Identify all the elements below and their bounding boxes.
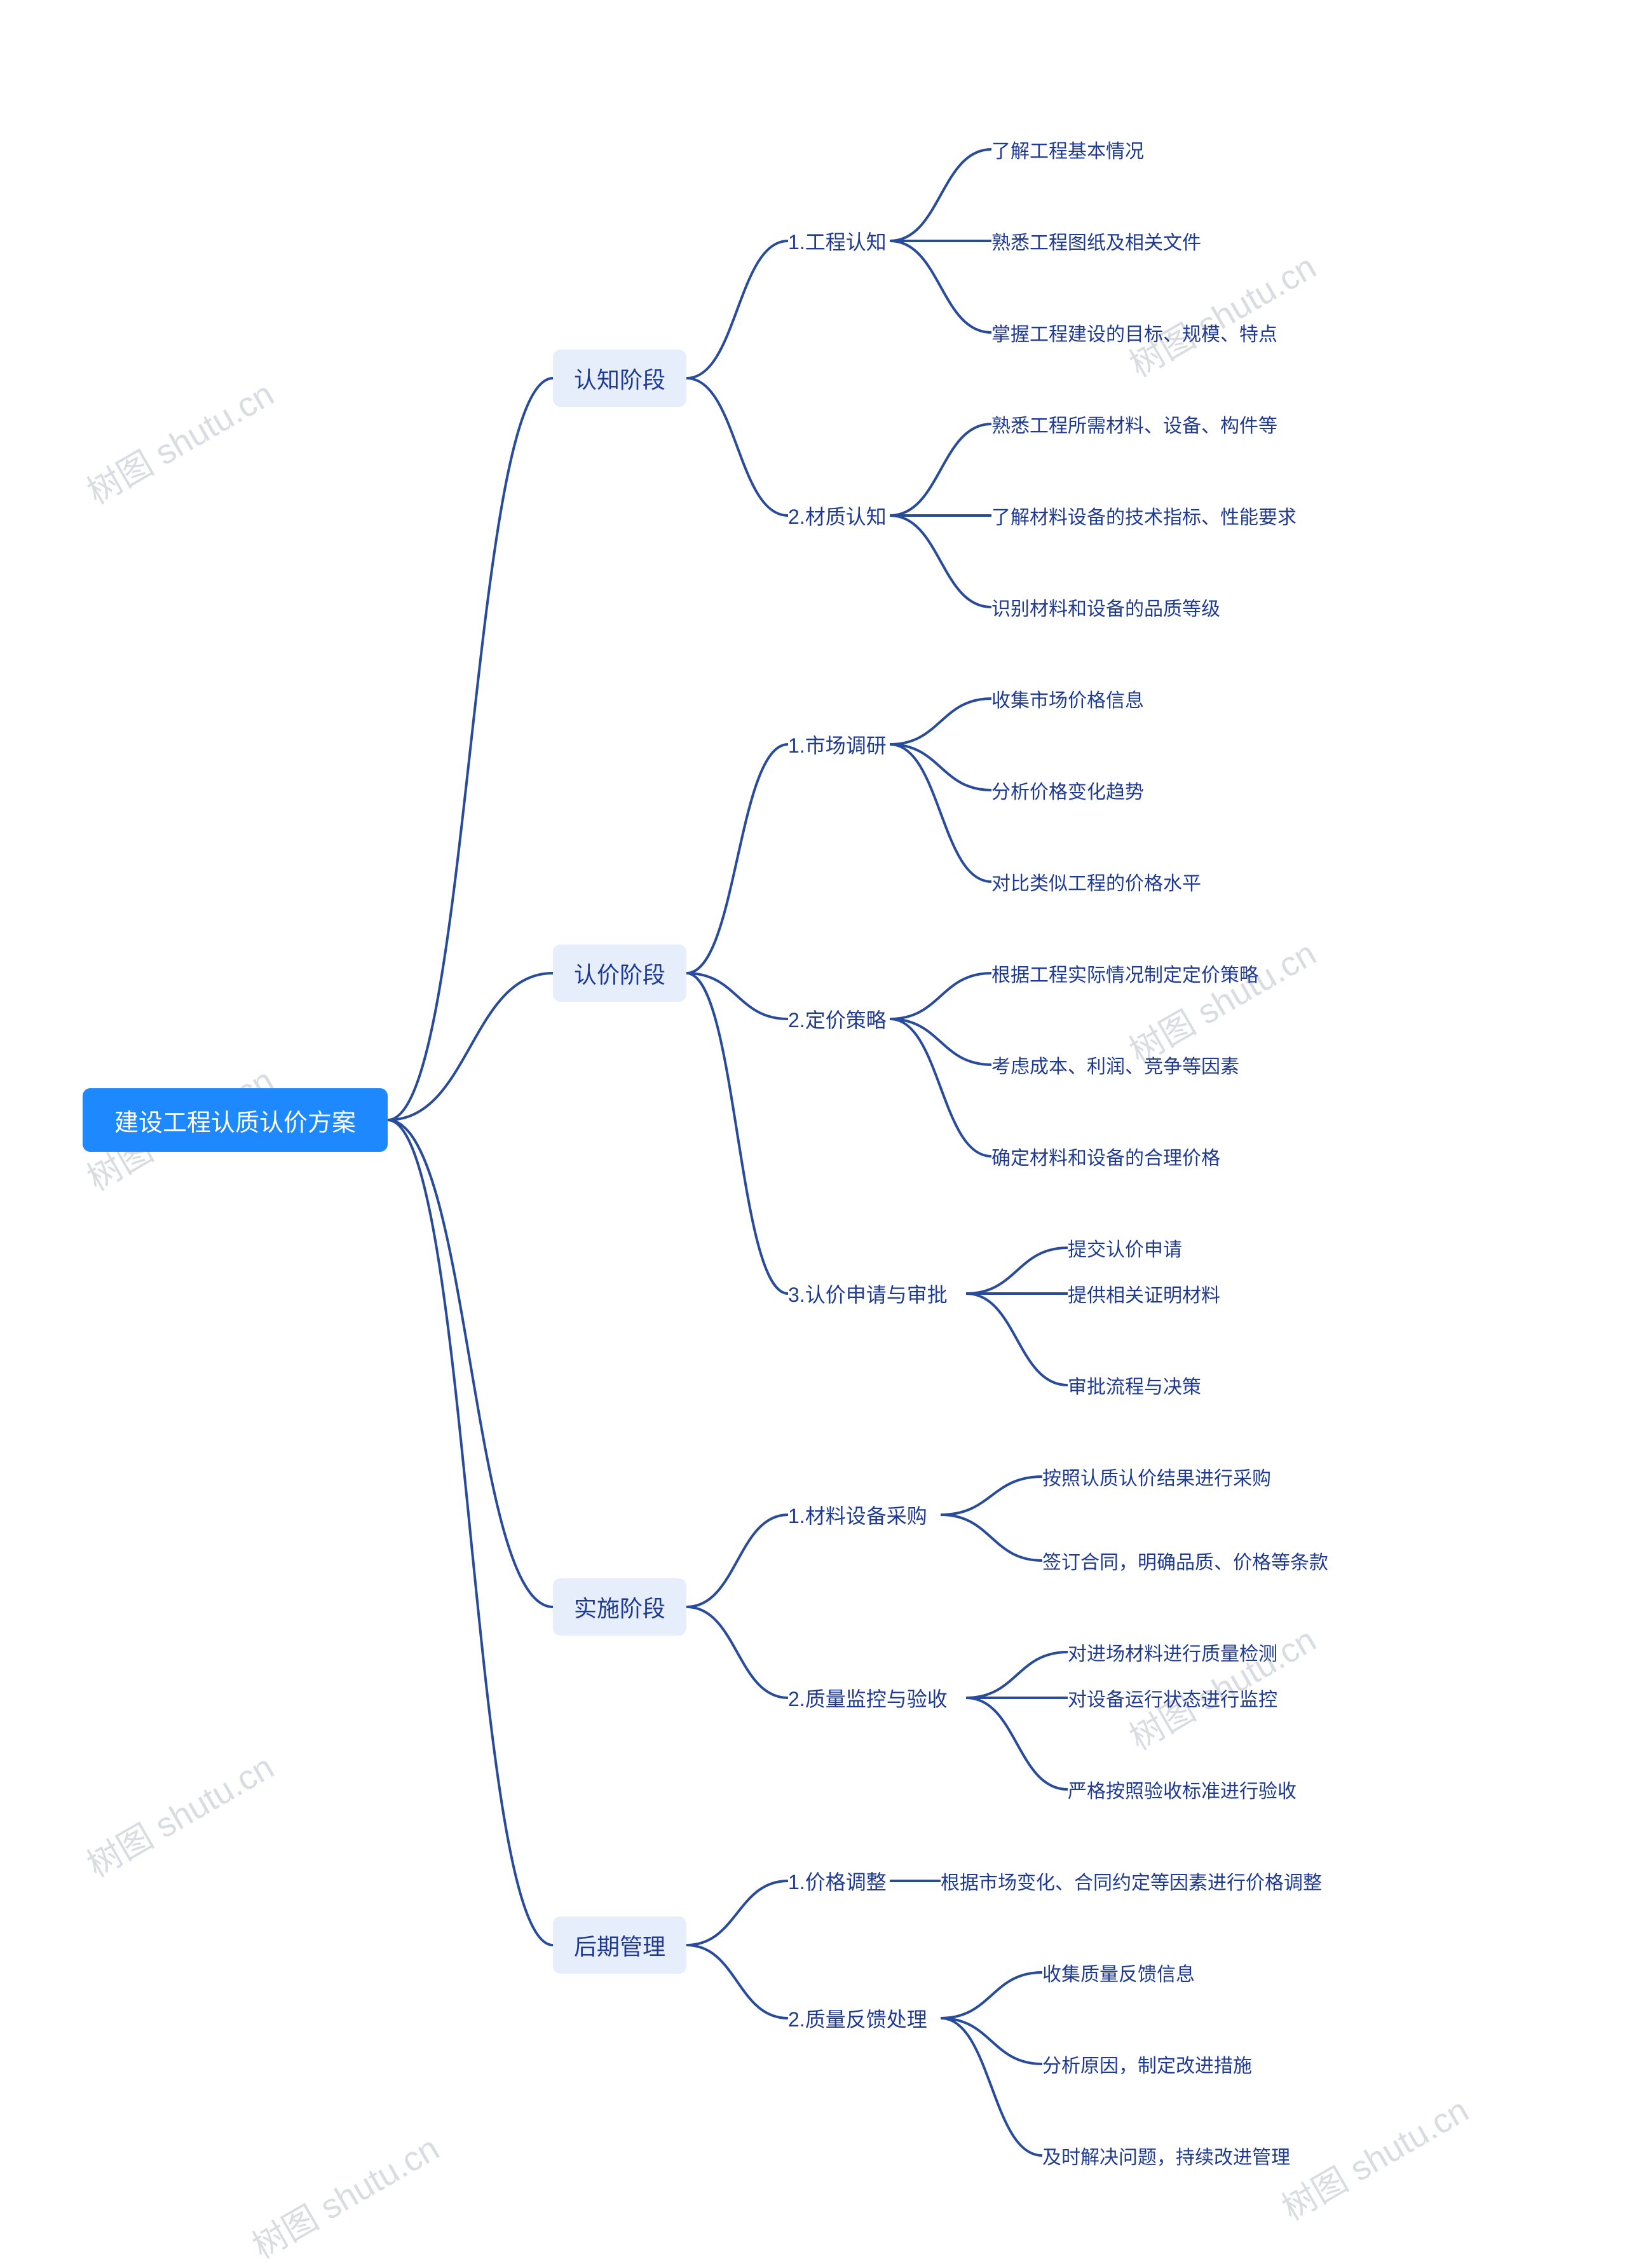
leaf-node: 熟悉工程所需材料、设备、构件等 <box>991 411 1277 437</box>
leaf-label: 对进场材料进行质量检测 <box>1068 1638 1277 1666</box>
mindmap-canvas: 树图 shutu.cn 树图 shutu.cn 树图 shutu.cn 树图 s… <box>0 0 1627 2241</box>
leaf-label: 收集市场价格信息 <box>991 685 1144 713</box>
sub-label: 2.质量反馈处理 <box>788 2004 927 2033</box>
leaf-node: 及时解决问题，持续改进管理 <box>1042 2142 1290 2169</box>
stage-label: 认知阶段 <box>574 362 665 395</box>
leaf-label: 及时解决问题，持续改进管理 <box>1042 2142 1290 2169</box>
sub-node[interactable]: 1.工程认知 <box>788 227 887 255</box>
leaf-node: 提供相关证明材料 <box>1068 1280 1220 1307</box>
watermark: 树图 shutu.cn <box>76 366 282 514</box>
leaf-label: 审批流程与决策 <box>1068 1371 1201 1399</box>
leaf-node: 审批流程与决策 <box>1068 1372 1201 1398</box>
sub-node[interactable]: 2.材质认知 <box>788 502 887 529</box>
leaf-node: 考虑成本、利润、竞争等因素 <box>991 1051 1239 1078</box>
watermark: 树图 shutu.cn <box>1271 2082 1476 2230</box>
leaf-node: 对设备运行状态进行监控 <box>1068 1684 1277 1711</box>
leaf-label: 严格按照验收标准进行验收 <box>1068 1775 1297 1803</box>
root-label: 建设工程认质认价方案 <box>114 1103 356 1138</box>
sub-label: 1.市场调研 <box>788 730 887 759</box>
sub-label: 2.定价策略 <box>788 1004 887 1034</box>
sub-label: 1.材料设备采购 <box>788 1500 927 1529</box>
leaf-node: 提交认价申请 <box>1068 1234 1182 1261</box>
sub-label: 1.价格调整 <box>788 1866 887 1896</box>
stage-node[interactable]: 认知阶段 <box>553 350 686 407</box>
stage-label: 认价阶段 <box>574 957 665 990</box>
leaf-label: 根据工程实际情况制定定价策略 <box>991 959 1258 987</box>
stage-label: 实施阶段 <box>574 1590 665 1623</box>
sub-node[interactable]: 2.质量反馈处理 <box>788 2004 927 2032</box>
leaf-label: 根据市场变化、合同约定等因素进行价格调整 <box>941 1867 1322 1895</box>
leaf-node: 熟悉工程图纸及相关文件 <box>991 228 1201 254</box>
leaf-node: 对比类似工程的价格水平 <box>991 868 1201 895</box>
sub-node[interactable]: 2.质量监控与验收 <box>788 1684 948 1712</box>
leaf-node: 了解工程基本情况 <box>991 136 1144 163</box>
stage-node[interactable]: 后期管理 <box>553 1916 686 1974</box>
leaf-label: 按照认质认价结果进行采购 <box>1042 1463 1271 1491</box>
leaf-label: 了解工程基本情况 <box>991 135 1144 163</box>
leaf-label: 分析价格变化趋势 <box>991 776 1144 804</box>
sub-label: 2.质量监控与验收 <box>788 1683 948 1712</box>
stage-node[interactable]: 实施阶段 <box>553 1578 686 1636</box>
leaf-label: 对比类似工程的价格水平 <box>991 868 1201 896</box>
leaf-label: 了解材料设备的技术指标、性能要求 <box>991 502 1297 529</box>
sub-node[interactable]: 3.认价申请与审批 <box>788 1280 948 1308</box>
leaf-node: 分析原因，制定改进措施 <box>1042 2051 1252 2077</box>
leaf-label: 掌握工程建设的目标、规模、特点 <box>991 318 1277 346</box>
leaf-label: 确定材料和设备的合理价格 <box>991 1142 1220 1170</box>
leaf-label: 识别材料和设备的品质等级 <box>991 593 1220 621</box>
watermark: 树图 shutu.cn <box>242 2121 447 2268</box>
leaf-node: 识别材料和设备的品质等级 <box>991 594 1220 620</box>
leaf-node: 签订合同，明确品质、价格等条款 <box>1042 1547 1328 1574</box>
watermark: 树图 shutu.cn <box>76 1739 282 1887</box>
sub-node[interactable]: 1.材料设备采购 <box>788 1501 927 1529</box>
leaf-node: 根据市场变化、合同约定等因素进行价格调整 <box>941 1868 1322 1894</box>
leaf-label: 考虑成本、利润、竞争等因素 <box>991 1051 1239 1079</box>
leaf-node: 收集市场价格信息 <box>991 685 1144 712</box>
leaf-label: 提供相关证明材料 <box>1068 1280 1220 1308</box>
stage-label: 后期管理 <box>574 1929 665 1962</box>
stage-node[interactable]: 认价阶段 <box>553 945 686 1002</box>
leaf-node: 对进场材料进行质量检测 <box>1068 1639 1277 1665</box>
root-node[interactable]: 建设工程认质认价方案 <box>83 1088 388 1152</box>
sub-node[interactable]: 1.价格调整 <box>788 1867 887 1895</box>
leaf-label: 熟悉工程所需材料、设备、构件等 <box>991 410 1277 438</box>
leaf-node: 确定材料和设备的合理价格 <box>991 1143 1220 1170</box>
leaf-label: 熟悉工程图纸及相关文件 <box>991 227 1201 255</box>
sub-node[interactable]: 1.市场调研 <box>788 730 887 758</box>
leaf-label: 分析原因，制定改进措施 <box>1042 2050 1252 2078</box>
leaf-label: 签订合同，明确品质、价格等条款 <box>1042 1547 1328 1575</box>
leaf-node: 收集质量反馈信息 <box>1042 1959 1195 1986</box>
leaf-node: 按照认质认价结果进行采购 <box>1042 1463 1271 1490</box>
leaf-node: 严格按照验收标准进行验收 <box>1068 1776 1297 1803</box>
leaf-node: 分析价格变化趋势 <box>991 777 1144 803</box>
sub-label: 3.认价申请与审批 <box>788 1279 948 1308</box>
leaf-label: 收集质量反馈信息 <box>1042 1958 1195 1986</box>
sub-node[interactable]: 2.定价策略 <box>788 1005 887 1033</box>
leaf-label: 提交认价申请 <box>1068 1234 1182 1262</box>
sub-label: 1.工程认知 <box>788 226 887 256</box>
leaf-node: 了解材料设备的技术指标、性能要求 <box>991 502 1297 529</box>
leaf-node: 掌握工程建设的目标、规模、特点 <box>991 319 1277 346</box>
leaf-node: 根据工程实际情况制定定价策略 <box>991 960 1258 987</box>
leaf-label: 对设备运行状态进行监控 <box>1068 1684 1277 1712</box>
watermark: 树图 shutu.cn <box>1119 239 1324 386</box>
sub-label: 2.材质认知 <box>788 501 887 530</box>
